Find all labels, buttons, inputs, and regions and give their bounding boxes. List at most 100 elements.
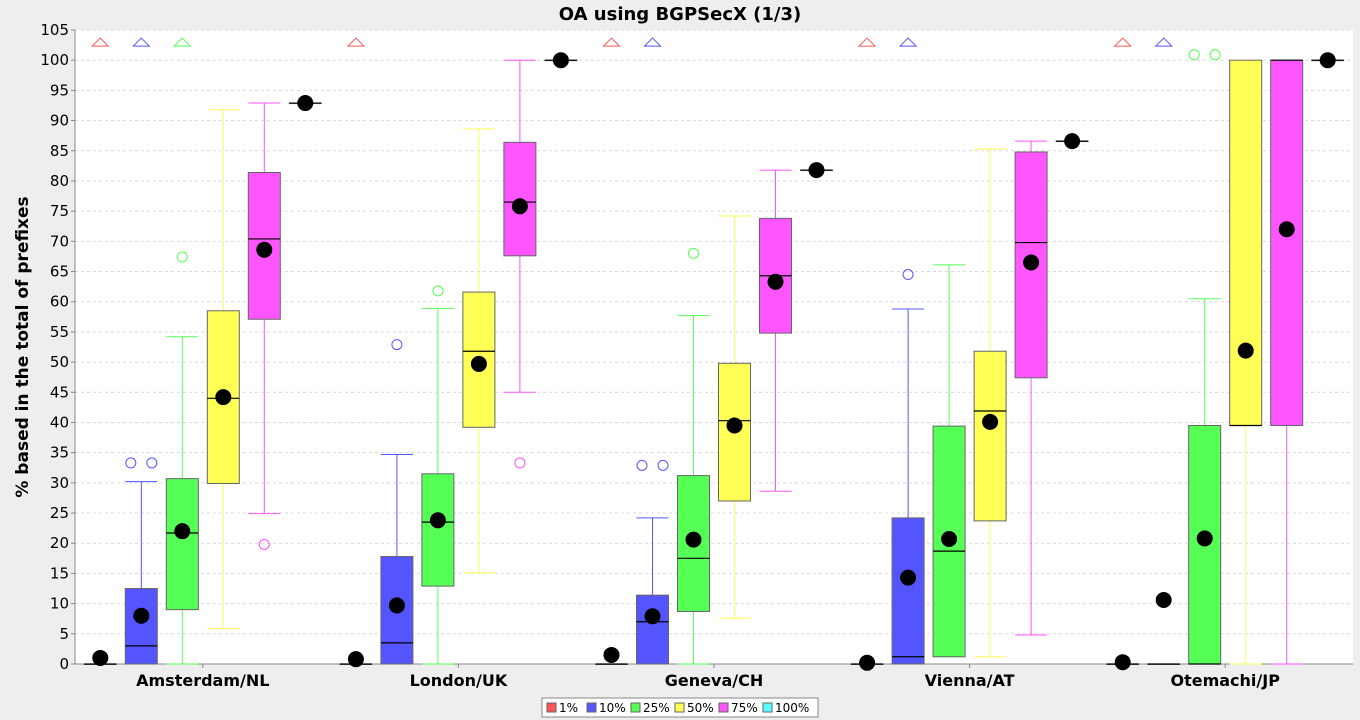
legend-swatch bbox=[630, 702, 641, 713]
plot-area bbox=[75, 30, 1353, 664]
mean-point bbox=[982, 413, 999, 430]
mean-point bbox=[133, 607, 150, 624]
box bbox=[124, 588, 158, 665]
legend-label: 25% bbox=[643, 701, 670, 715]
box bbox=[503, 141, 537, 257]
y-axis-label: % based in the total of prefixes bbox=[13, 196, 33, 497]
outlier-point bbox=[391, 339, 403, 351]
box bbox=[421, 473, 455, 587]
y-tick-label: 95 bbox=[50, 81, 69, 99]
far-out-marker bbox=[857, 37, 877, 47]
far-out-marker bbox=[898, 37, 918, 47]
y-tick-label: 5 bbox=[59, 625, 69, 643]
y-tick-label: 10 bbox=[50, 595, 69, 613]
mean-point bbox=[808, 162, 825, 179]
series-75pct bbox=[247, 59, 1304, 665]
box bbox=[891, 517, 925, 665]
y-tick-label: 80 bbox=[50, 172, 69, 190]
y-tick-label: 40 bbox=[50, 413, 69, 431]
mean-point bbox=[1114, 654, 1131, 671]
outlier-point bbox=[1188, 49, 1200, 61]
y-tick-label: 35 bbox=[50, 444, 69, 462]
mean-point bbox=[1237, 342, 1254, 359]
y-tick-label: 75 bbox=[50, 202, 69, 220]
legend-swatch bbox=[546, 702, 557, 713]
far-out-marker bbox=[1113, 37, 1132, 47]
legend-swatch bbox=[718, 702, 729, 713]
series-1pct bbox=[83, 37, 1140, 671]
mean-point bbox=[256, 241, 273, 258]
series-50pct bbox=[206, 59, 1263, 665]
legend-label: 1% bbox=[559, 701, 578, 715]
far-out-marker bbox=[602, 37, 621, 47]
mean-point bbox=[388, 597, 405, 614]
box bbox=[165, 478, 199, 611]
x-tick-label: Amsterdam/NL bbox=[136, 671, 269, 690]
far-out-marker bbox=[132, 37, 151, 47]
mean-point bbox=[644, 608, 661, 625]
legend-swatch bbox=[586, 702, 597, 713]
y-tick-label: 45 bbox=[50, 383, 69, 401]
outlier-point bbox=[125, 457, 137, 469]
outlier-point bbox=[636, 459, 648, 471]
mean-point bbox=[900, 569, 917, 586]
y-tick-label: 65 bbox=[50, 263, 69, 281]
legend: 1% 10% 25% 50% 75% 100% bbox=[541, 697, 819, 718]
legend-label: 100% bbox=[775, 701, 809, 715]
legend-label: 75% bbox=[731, 701, 758, 715]
y-tick-label: 15 bbox=[50, 564, 69, 582]
far-out-marker bbox=[643, 37, 662, 47]
legend-label: 10% bbox=[599, 701, 626, 715]
x-tick-label: London/UK bbox=[410, 671, 508, 690]
series-100pct bbox=[288, 52, 1345, 179]
box bbox=[1270, 59, 1304, 426]
mean-point bbox=[1023, 254, 1040, 271]
mean-point bbox=[726, 417, 743, 434]
outlier-point bbox=[432, 285, 444, 297]
y-tick-label: 60 bbox=[50, 293, 69, 311]
series-10pct bbox=[124, 37, 1181, 665]
y-tick-label: 0 bbox=[59, 655, 69, 673]
x-axis: Amsterdam/NL London/UK Geneva/CH Vienna/AT O… bbox=[75, 663, 1353, 690]
mean-point bbox=[297, 95, 314, 112]
mean-point bbox=[511, 198, 528, 215]
mean-point bbox=[347, 651, 364, 668]
outlier-point bbox=[514, 457, 526, 469]
y-tick-label: 100 bbox=[40, 51, 69, 69]
far-out-marker bbox=[91, 37, 110, 47]
mean-point bbox=[603, 646, 620, 663]
x-tick-label: Geneva/CH bbox=[665, 671, 763, 690]
box bbox=[973, 350, 1007, 522]
x-tick-label: Vienna/AT bbox=[925, 671, 1015, 690]
legend-label: 50% bbox=[687, 701, 714, 715]
mean-point bbox=[941, 531, 958, 548]
y-tick-label: 30 bbox=[50, 474, 69, 492]
mean-point bbox=[859, 654, 876, 671]
outlier-point bbox=[176, 251, 188, 263]
y-tick-label: 55 bbox=[50, 323, 69, 341]
y-tick-label: 20 bbox=[50, 534, 69, 552]
mean-point bbox=[470, 355, 487, 372]
y-tick-label: 70 bbox=[50, 232, 69, 250]
far-out-marker bbox=[346, 37, 366, 47]
mean-point bbox=[174, 523, 191, 540]
legend-swatch bbox=[674, 702, 685, 713]
box-series bbox=[83, 37, 1345, 671]
mean-point bbox=[685, 531, 702, 548]
box bbox=[1229, 59, 1263, 426]
mean-point bbox=[1196, 530, 1213, 547]
x-tick-label: Otemachi/JP bbox=[1170, 671, 1280, 690]
y-tick-label: 105 bbox=[40, 21, 69, 39]
series-25pct bbox=[165, 37, 1222, 665]
outlier-point bbox=[258, 538, 270, 550]
y-tick-label: 50 bbox=[50, 353, 69, 371]
outlier-point bbox=[902, 269, 914, 281]
outlier-point bbox=[1209, 49, 1221, 61]
mean-point bbox=[1155, 591, 1172, 608]
mean-point bbox=[429, 512, 446, 529]
y-tick-label: 90 bbox=[50, 112, 69, 130]
mean-point bbox=[1064, 133, 1081, 150]
chart-title: OA using BGPSecX (1/3) bbox=[559, 4, 801, 25]
y-axis: 0 5 10 15 20 25 30 35 40 45 50 55 60 65 70 75 80 85 90 95 10… bbox=[40, 21, 76, 673]
